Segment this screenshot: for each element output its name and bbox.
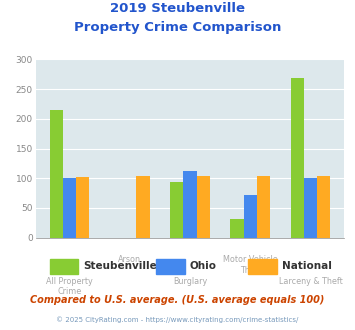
Text: All Property
Crime: All Property Crime	[46, 277, 93, 296]
Bar	[317, 177, 330, 238]
Text: Compared to U.S. average. (U.S. average equals 100): Compared to U.S. average. (U.S. average …	[30, 295, 325, 305]
Bar	[197, 177, 210, 238]
Text: Motor Vehicle
Theft: Motor Vehicle Theft	[223, 255, 278, 275]
Text: National: National	[282, 261, 332, 271]
Bar	[136, 177, 149, 238]
Text: Larceny & Theft: Larceny & Theft	[279, 277, 342, 286]
Text: © 2025 CityRating.com - https://www.cityrating.com/crime-statistics/: © 2025 CityRating.com - https://www.city…	[56, 316, 299, 323]
Bar	[183, 171, 197, 238]
Text: Burglary: Burglary	[173, 277, 207, 286]
Bar	[290, 79, 304, 238]
Text: Steubenville: Steubenville	[83, 261, 157, 271]
Bar	[244, 195, 257, 238]
Bar	[50, 111, 63, 238]
Text: 2019 Steubenville: 2019 Steubenville	[110, 2, 245, 15]
Bar	[170, 182, 183, 238]
Text: Arson: Arson	[118, 255, 141, 264]
Text: Property Crime Comparison: Property Crime Comparison	[74, 21, 281, 34]
Bar	[304, 178, 317, 238]
Bar	[76, 177, 89, 238]
Bar	[63, 178, 76, 238]
Text: Ohio: Ohio	[190, 261, 217, 271]
Bar	[257, 177, 270, 238]
Bar	[230, 218, 244, 238]
